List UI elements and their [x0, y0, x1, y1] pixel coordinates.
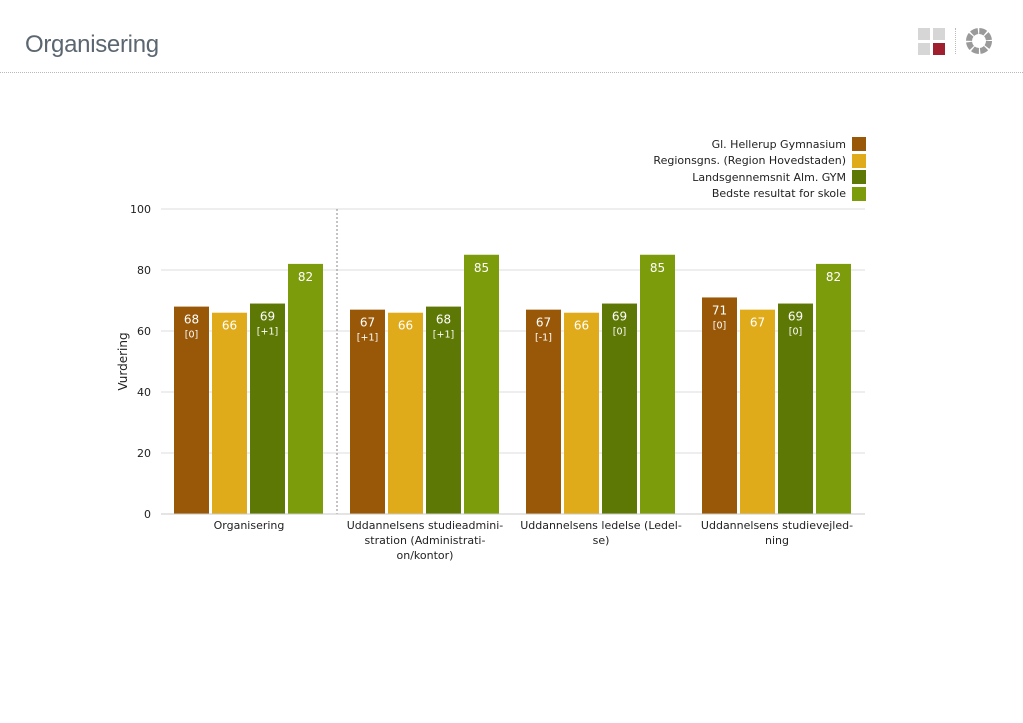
legend-label: Gl. Hellerup Gymnasium	[711, 137, 846, 151]
legend-swatch	[852, 137, 866, 151]
y-tick-label: 20	[137, 447, 151, 460]
y-tick-label: 60	[137, 325, 151, 338]
ring-chart-icon[interactable]	[964, 26, 994, 56]
bar-value-label: 85	[474, 261, 489, 275]
bar	[778, 303, 813, 514]
chart-legend: Gl. Hellerup Gymnasium Regionsgns. (Regio…	[653, 136, 866, 202]
x-category-label-line: Organisering	[214, 519, 285, 532]
legend-swatch	[852, 153, 866, 168]
bar	[702, 297, 737, 514]
legend-label: Regionsgns. (Region Hovedstaden)	[653, 154, 846, 167]
bar	[564, 312, 599, 514]
y-tick-label: 100	[130, 203, 151, 216]
page-header: Organisering	[0, 0, 1023, 73]
bar	[250, 303, 285, 514]
legend-item: Regionsgns. (Region Hovedstaden)	[653, 153, 866, 169]
bar-value-label: 67	[536, 316, 551, 330]
bar	[288, 263, 323, 514]
legend-label: Landsgennemsnit Alm. GYM	[692, 170, 846, 184]
bar-value-label: 71	[712, 303, 727, 317]
legend-item: Bedste resultat for skole	[653, 186, 866, 202]
y-tick-label: 0	[144, 508, 151, 521]
bar-change-label: [+1]	[357, 333, 378, 344]
bar	[388, 312, 423, 514]
bar	[526, 309, 561, 514]
x-category-label: Uddannelsens studieadmini-stration (Admi…	[347, 519, 504, 562]
bar-value-label: 69	[788, 310, 803, 324]
y-tick-label: 40	[137, 386, 151, 399]
bar-value-label: 67	[360, 316, 375, 330]
bar	[464, 254, 499, 514]
legend-swatch	[852, 170, 866, 184]
x-category-label-line: ning	[765, 534, 789, 547]
header-divider	[955, 28, 956, 54]
bar-value-label: 66	[574, 319, 589, 333]
bar	[426, 306, 461, 514]
x-category-label-line: stration (Administrati-	[365, 534, 486, 547]
bar	[740, 309, 775, 514]
x-category-label: Uddannelsens ledelse (Ledel-se)	[520, 519, 682, 547]
x-category-label: Organisering	[214, 519, 285, 532]
bar-change-label: [-1]	[535, 333, 552, 344]
x-category-label-line: se)	[593, 534, 610, 547]
bar	[640, 254, 675, 514]
bar-change-label: [0]	[185, 330, 198, 341]
grid-view-icon[interactable]	[918, 28, 946, 56]
bar-value-label: 69	[260, 310, 275, 324]
legend-swatch	[852, 186, 866, 201]
bar-change-label: [0]	[789, 327, 802, 338]
bar	[350, 309, 385, 514]
bar-value-label: 82	[826, 270, 841, 284]
bar-value-label: 68	[184, 313, 199, 327]
page-title: Organisering	[25, 31, 159, 58]
bar	[174, 306, 209, 514]
x-category-label: Uddannelsens studievejled-ning	[701, 519, 853, 547]
x-category-label-line: Uddannelsens studievejled-	[701, 519, 853, 532]
bar-change-label: [0]	[613, 327, 626, 338]
legend-label: Bedste resultat for skole	[711, 187, 846, 200]
y-tick-label: 80	[137, 264, 151, 277]
bar-change-label: [0]	[713, 320, 726, 331]
legend-item: Landsgennemsnit Alm. GYM	[653, 169, 866, 185]
y-axis-label: Vurdering	[116, 332, 130, 390]
bar	[212, 312, 247, 514]
legend-item: Gl. Hellerup Gymnasium	[653, 136, 866, 152]
bar-change-label: [+1]	[433, 330, 454, 341]
bar	[816, 263, 851, 514]
x-category-label-line: Uddannelsens ledelse (Ledel-	[520, 519, 682, 532]
bar-value-label: 66	[398, 319, 413, 333]
bar-value-label: 82	[298, 270, 313, 284]
bar-value-label: 69	[612, 310, 627, 324]
bar-value-label: 66	[222, 319, 237, 333]
bar	[602, 303, 637, 514]
bar-value-label: 67	[750, 316, 765, 330]
x-category-label-line: on/kontor)	[397, 549, 454, 562]
bar-value-label: 68	[436, 313, 451, 327]
bar-change-label: [+1]	[257, 327, 278, 338]
bar-value-label: 85	[650, 261, 665, 275]
x-category-label-line: Uddannelsens studieadmini-	[347, 519, 504, 532]
